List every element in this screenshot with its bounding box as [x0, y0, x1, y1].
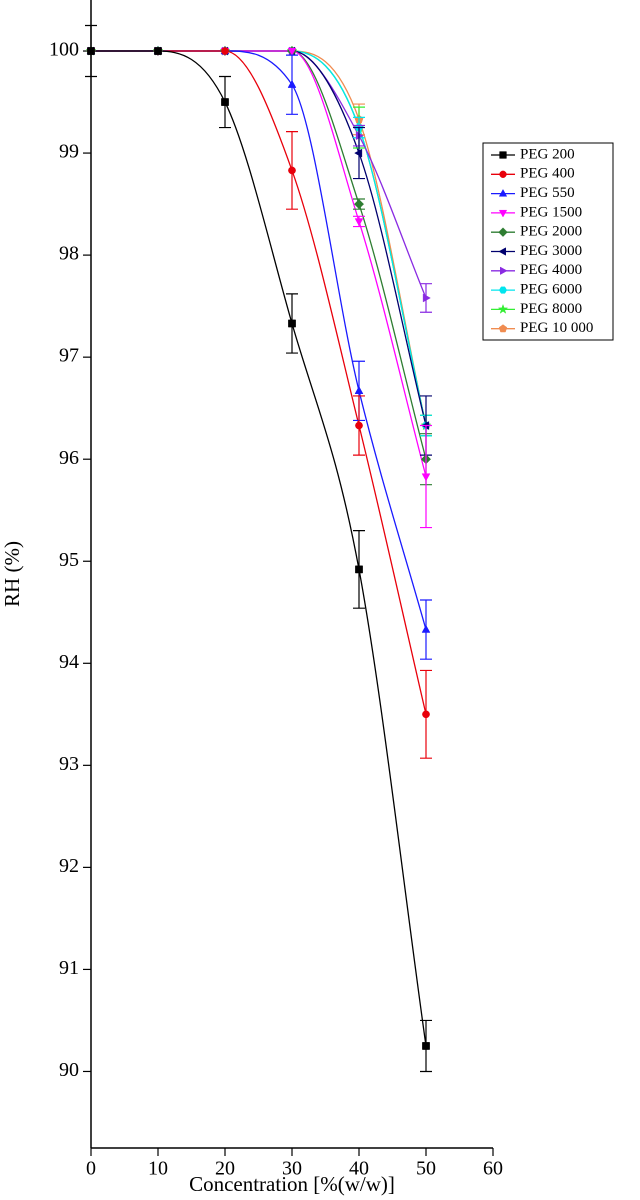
x-tick-label: 50: [416, 1158, 436, 1180]
legend-label: PEG 1500: [520, 204, 582, 220]
y-tick-label: 95: [59, 549, 79, 571]
y-tick-label: 98: [59, 243, 79, 265]
legend-marker: [498, 324, 508, 333]
x-axis-label: Concentration [%(w/w)]: [189, 1172, 395, 1196]
legend-marker: [498, 189, 508, 197]
data-point: [221, 98, 229, 106]
data-point: [422, 710, 430, 719]
legend-marker: [498, 209, 508, 218]
data-point: [287, 79, 297, 88]
data-point: [87, 47, 95, 55]
data-point: [421, 624, 431, 633]
fit-line: [90, 50, 427, 715]
x-tick-label: 30: [282, 1158, 302, 1180]
data-point: [354, 148, 363, 158]
legend-label: PEG 8000: [520, 301, 582, 317]
fit-line: [90, 50, 427, 426]
data-point: [288, 166, 296, 175]
y-tick-label: 91: [59, 957, 79, 979]
data-point: [288, 319, 296, 328]
data-point: [353, 199, 365, 210]
y-tick-label: 90: [59, 1059, 79, 1081]
fit-line: [90, 50, 427, 426]
y-axis-label: RH (%): [0, 541, 24, 607]
data-point: [354, 218, 364, 227]
fit-line: [90, 50, 427, 426]
y-tick-label: 99: [59, 141, 79, 163]
x-tick-label: 20: [215, 1158, 235, 1180]
data-point: [422, 293, 431, 303]
x-tick-label: 10: [148, 1158, 168, 1180]
legend-label: PEG 4000: [520, 262, 582, 278]
legend-marker: [499, 151, 507, 159]
legend-label: PEG 400: [520, 166, 575, 182]
data-point: [154, 47, 162, 55]
x-tick-label: 60: [483, 1158, 503, 1180]
x-tick-label: 40: [349, 1158, 369, 1180]
data-point: [287, 47, 297, 56]
legend-marker: [497, 303, 509, 314]
y-tick-label: 97: [59, 345, 79, 367]
y-tick-label: 93: [59, 753, 79, 775]
data-point: [355, 421, 363, 430]
data-point: [422, 1042, 430, 1050]
data-point: [355, 565, 363, 574]
y-tick-label: 94: [59, 651, 79, 673]
legend-label: PEG 6000: [520, 282, 582, 298]
y-tick-label: 96: [59, 447, 79, 469]
data-point: [221, 47, 229, 55]
x-tick-label: 0: [86, 1158, 96, 1180]
legend-label: PEG 2000: [520, 224, 582, 240]
legend-marker: [500, 266, 508, 275]
legend-marker: [499, 170, 507, 178]
legend-marker: [498, 227, 508, 237]
legend-label: PEG 10 000: [520, 320, 593, 336]
legend-marker: [498, 247, 506, 256]
fit-line: [90, 50, 427, 426]
fit-line: [90, 50, 427, 1047]
data-point: [355, 131, 364, 141]
data-point: [421, 473, 431, 482]
legend-label: PEG 200: [520, 146, 575, 162]
fit-line: [90, 50, 427, 460]
data-point: [354, 385, 364, 394]
legend-marker: [498, 286, 508, 294]
y-tick-label: 92: [59, 855, 79, 877]
legend-label: PEG 3000: [520, 243, 582, 259]
fit-line: [90, 50, 427, 630]
y-tick-label: 100: [49, 39, 79, 61]
legend-label: PEG 550: [520, 185, 575, 201]
